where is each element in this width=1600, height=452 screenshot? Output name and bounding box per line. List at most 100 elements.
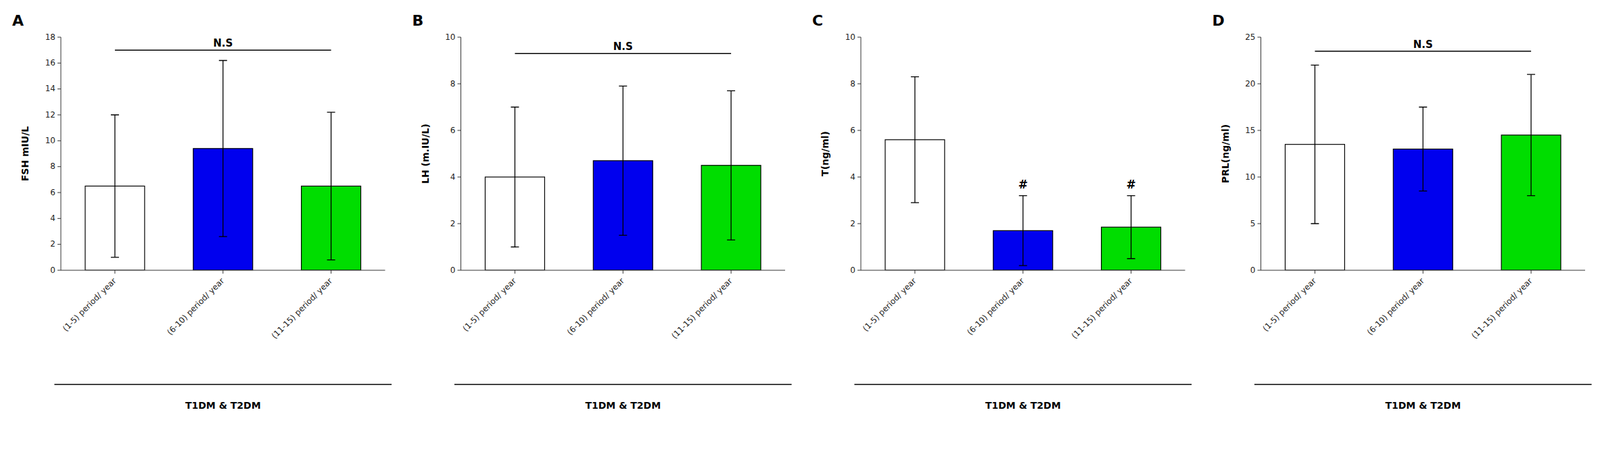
y-axis-label: FSH mIU/L: [19, 126, 31, 182]
y-tick: [57, 244, 61, 245]
y-tick: [857, 83, 861, 85]
y-tick: [857, 223, 861, 225]
y-tick: [57, 88, 61, 90]
x-tick-label: (1-5) period/ year: [1260, 276, 1319, 335]
marks: [484, 85, 761, 271]
error-bar: [327, 112, 336, 260]
y-tick: [1257, 177, 1262, 178]
error-cap: [1127, 258, 1136, 260]
y-tick-label: 25: [1244, 32, 1256, 42]
x-tick: [222, 270, 224, 274]
x-tick: [1422, 270, 1424, 274]
y-tick-label: 10: [45, 135, 56, 146]
y-tick-label: 2: [50, 239, 56, 249]
y-axis: [860, 37, 862, 271]
error-cap: [1019, 265, 1028, 266]
y-tick-label: 6: [50, 187, 56, 198]
error-line: [330, 112, 332, 260]
x-tick: [731, 270, 732, 274]
significance-bar: [514, 52, 732, 55]
y-tick-label: 6: [850, 125, 856, 136]
x-tick-label: (11-15) period/ year: [1469, 276, 1534, 341]
x-tick: [914, 270, 915, 274]
error-line: [514, 107, 516, 248]
y-tick-label: 5: [1250, 219, 1256, 229]
y-tick-label: 8: [850, 79, 856, 89]
panel: 0246810T(ng/ml)(1-5) period/ year(6-10) …: [812, 12, 1192, 412]
y-tick: [57, 140, 61, 142]
group-label: T1DM & T2DM: [185, 400, 262, 412]
y-axis-label: LH (m.IU/L): [419, 123, 431, 184]
y-tick-label: 0: [450, 265, 456, 276]
marks: [885, 77, 1162, 271]
significance-label: N.S: [613, 40, 633, 53]
error-cap: [510, 246, 519, 248]
x-tick-label: (1-5) period/ year: [60, 276, 119, 335]
error-cap: [726, 239, 736, 241]
x-tick: [622, 270, 624, 274]
x-tick: [1130, 270, 1132, 274]
group-label: T1DM & T2DM: [584, 400, 661, 412]
x-tick-label: (6-10) period/ year: [565, 276, 627, 338]
y-tick: [857, 37, 861, 38]
y-axis: [460, 37, 462, 271]
marks: [85, 60, 362, 272]
x-tick-label: (11-15) period/ year: [269, 276, 335, 341]
error-cap: [726, 90, 736, 92]
group-label: T1DM & T2DM: [985, 400, 1062, 412]
marks: [1284, 64, 1561, 271]
y-axis-label: T(ng/ml): [819, 131, 831, 177]
y-tick-label: 0: [1250, 265, 1256, 276]
error-cap: [510, 106, 519, 108]
y-tick-label: 4: [850, 172, 856, 182]
y-tick: [457, 223, 462, 225]
x-tick-label: (11-15) period/ year: [669, 276, 734, 341]
y-tick: [457, 177, 462, 178]
x-tick: [330, 270, 332, 274]
error-cap: [910, 202, 920, 203]
error-cap: [1310, 223, 1319, 224]
x-tick-label: (11-15) period/ year: [1069, 276, 1135, 341]
y-tick: [57, 114, 61, 116]
error-cap: [219, 60, 228, 61]
panel: 0246810LH (m.IU/L)(1-5) period/ year(6-1…: [412, 12, 792, 412]
x-tick: [1022, 270, 1024, 274]
y-tick-label: 8: [50, 161, 56, 172]
figure: 024681012141618FSH mIU/L(1-5) period/ ye…: [0, 0, 1600, 452]
y-tick: [57, 37, 61, 38]
y-tick-label: 4: [50, 213, 56, 224]
error-cap: [1526, 74, 1536, 76]
y-tick: [457, 83, 462, 85]
error-bar: [618, 85, 627, 236]
y-tick-label: 20: [1244, 79, 1256, 89]
y-tick-label: 2: [450, 219, 456, 229]
y-tick: [57, 166, 61, 168]
y-tick-label: 6: [450, 125, 456, 136]
error-bar: [1526, 74, 1536, 196]
x-tick: [1314, 270, 1316, 274]
y-tick: [1257, 130, 1262, 132]
error-line: [1530, 74, 1532, 196]
panel-label: A: [12, 12, 24, 30]
y-tick: [1257, 37, 1262, 38]
x-tick-label: (1-5) period/ year: [860, 276, 919, 335]
error-bar: [1310, 64, 1319, 224]
group-underline: [54, 384, 392, 386]
error-line: [1422, 107, 1424, 192]
x-tick-label: (1-5) period/ year: [460, 276, 519, 335]
y-tick: [457, 130, 462, 132]
error-line: [730, 90, 732, 241]
error-cap: [618, 85, 627, 87]
hash-mark: #: [1125, 177, 1136, 192]
error-bar: [726, 90, 736, 241]
panel-label: B: [412, 12, 425, 30]
y-tick: [1257, 83, 1262, 85]
error-bar: [1127, 196, 1136, 260]
panel: 024681012141618FSH mIU/L(1-5) period/ ye…: [12, 12, 392, 412]
y-tick-label: 18: [45, 32, 56, 42]
panel-label: C: [812, 12, 823, 30]
error-bar: [510, 107, 519, 248]
significance-label: N.S: [1413, 38, 1433, 51]
y-tick-label: 15: [1244, 125, 1256, 136]
y-tick: [57, 270, 61, 272]
